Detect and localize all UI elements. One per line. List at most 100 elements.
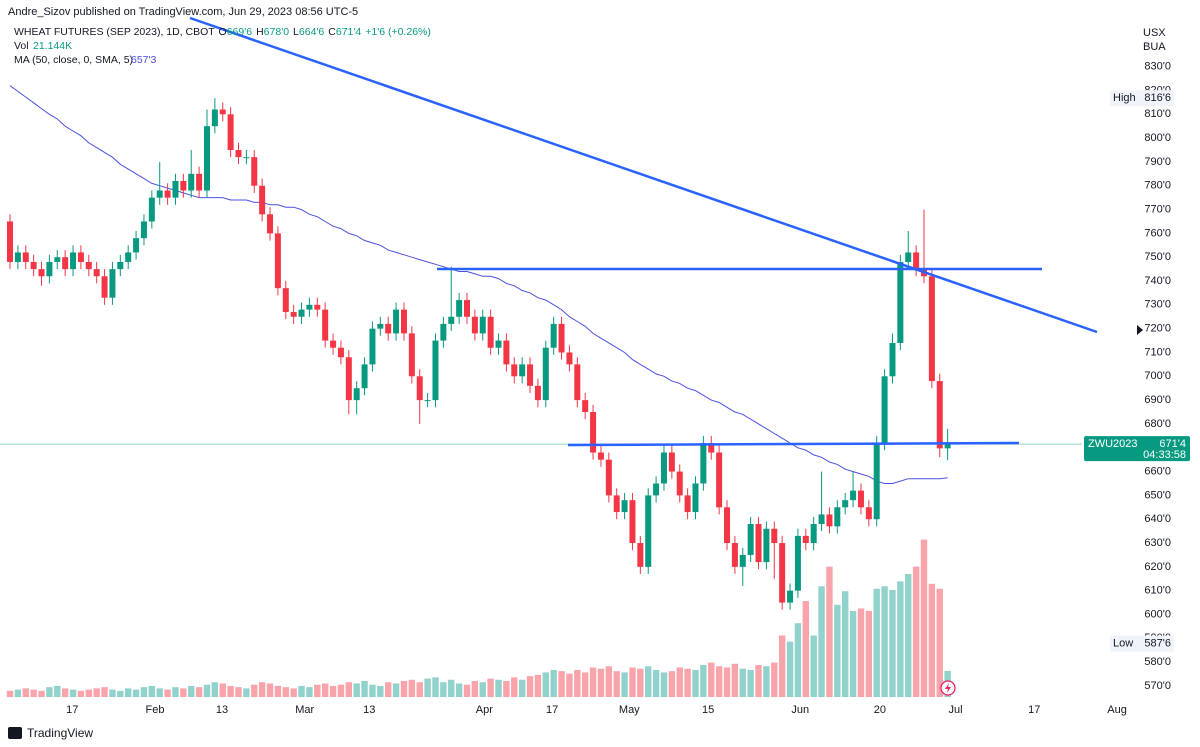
y-tick-label: 770'0 [1144, 203, 1171, 215]
volume-bar [857, 608, 865, 697]
volume-bar [621, 672, 628, 697]
candle-body [865, 507, 872, 520]
candle-body [747, 523, 754, 555]
candle-body [203, 126, 210, 191]
x-tick-label: 17 [546, 704, 558, 716]
candle-body [660, 452, 667, 484]
volume-bar [550, 669, 557, 697]
volume-bar [274, 685, 282, 697]
last-price: 671'4 [1159, 438, 1186, 450]
volume-bar [881, 586, 888, 697]
volume-bar [337, 684, 345, 697]
low-marker-box [1110, 635, 1174, 652]
x-tick-label: Jul [948, 704, 962, 716]
volume-bar [6, 690, 14, 697]
logo [8, 727, 22, 739]
volume-bar [755, 665, 762, 697]
candle-body [259, 185, 266, 215]
volume-bar [101, 687, 108, 697]
candle-body [361, 364, 368, 389]
volume-bar [897, 581, 904, 697]
candle-body [810, 523, 817, 544]
volume-bar [172, 687, 179, 697]
candle-body [211, 109, 218, 127]
candle-body [432, 340, 439, 401]
volume-bar [771, 662, 778, 697]
marker-price: 587'6 [1144, 638, 1171, 650]
x-tick-label: Mar [295, 704, 314, 716]
y-tick-label: 790'0 [1144, 156, 1171, 168]
volume-bar [731, 663, 739, 697]
volume-bar [684, 668, 691, 697]
candle-body [101, 276, 108, 298]
candle-body [550, 323, 557, 348]
volume-bar [826, 566, 833, 697]
volume-bar [487, 678, 494, 697]
volume-bar [463, 684, 471, 697]
candle-body [566, 352, 573, 365]
candle-body [7, 221, 14, 262]
volume-bar [156, 688, 163, 697]
y-tick-label: 640'0 [1144, 513, 1171, 525]
candle-body [936, 381, 943, 449]
volume-bar [345, 682, 353, 697]
volume-bar [723, 667, 731, 697]
x-tick-label: 17 [66, 704, 78, 716]
volume-bar [54, 685, 61, 697]
candle-body [448, 316, 455, 324]
high-marker-box [1110, 90, 1174, 107]
candle-body [471, 316, 478, 334]
candle-body [424, 400, 431, 402]
volume-bar [109, 689, 116, 697]
volume-bar [124, 688, 132, 697]
volume-bar [235, 687, 242, 697]
candle-body [180, 180, 187, 191]
volume-bar [329, 685, 337, 697]
candle-body [731, 543, 738, 567]
volume-bar [542, 672, 549, 697]
volume-bar [479, 682, 486, 697]
candle-body [377, 323, 384, 329]
candle-body [54, 257, 61, 262]
volume-bar [708, 662, 715, 697]
volume-bar [810, 635, 817, 697]
volume-bar [534, 674, 542, 697]
axes: 570'0580'0590'0600'0610'0620'0630'0640'0… [66, 61, 1190, 716]
x-tick-label: Apr [476, 704, 493, 716]
y-tick-label: 750'0 [1144, 251, 1171, 263]
candle-body [125, 252, 132, 262]
volume-bar [266, 683, 274, 697]
candle-body [542, 347, 549, 401]
candle-body [345, 357, 352, 401]
volume-bar [715, 666, 723, 697]
volume-bar [645, 666, 652, 697]
candle-body [637, 543, 644, 567]
candle-body [440, 323, 447, 341]
candle-body [314, 304, 321, 310]
candle-body [164, 190, 171, 198]
ma-value: 657'3 [131, 54, 157, 66]
candle-body [708, 442, 715, 453]
volume-bar [739, 668, 746, 697]
volume-bar [61, 688, 69, 697]
candle-body [298, 309, 305, 317]
x-tick-label: 20 [874, 704, 886, 716]
volume-bar [440, 682, 447, 697]
y-tick-label: 570'0 [1144, 680, 1171, 692]
candle-body [77, 252, 84, 262]
volume-bar [802, 601, 810, 697]
candle-body [148, 197, 155, 222]
legend-ohlc: 671'4 [336, 26, 362, 38]
volume-bar [936, 588, 943, 697]
volume-bar [865, 610, 873, 697]
volume-bar [495, 679, 502, 697]
volume-bar [629, 667, 636, 697]
candle-body [156, 190, 163, 198]
volume-bar [747, 669, 754, 697]
candle-body [140, 221, 147, 239]
candle-body [684, 495, 691, 513]
candle-body [22, 252, 29, 262]
y-tick-label: 720'0 [1144, 323, 1171, 335]
candle-body [172, 180, 179, 198]
volume-pane [6, 539, 951, 697]
